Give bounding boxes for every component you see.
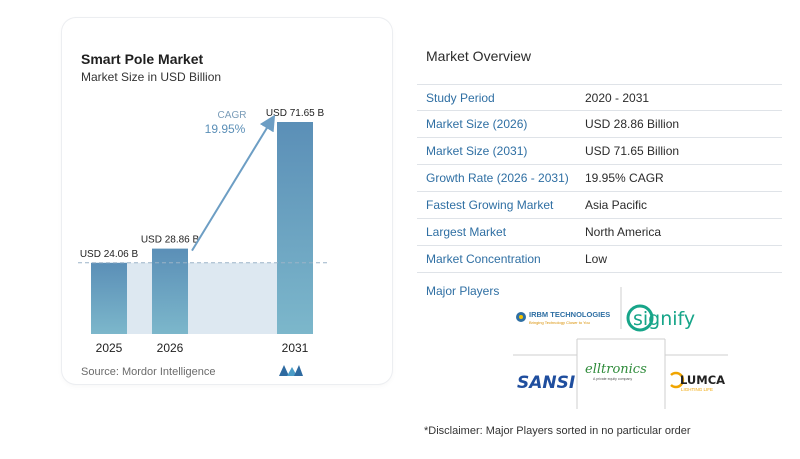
mordor-logo-icon — [279, 365, 303, 376]
overview-label: Market Size (2031) — [426, 144, 528, 158]
overview-row: Growth Rate (2026 - 2031) 19.95% CAGR — [417, 165, 782, 192]
overview-label: Market Size (2026) — [426, 117, 528, 131]
irbm-logo: IRBM TECHNOLOGIES Bringing Technology Cl… — [516, 310, 610, 325]
overview-value: USD 71.65 Billion — [585, 144, 680, 158]
overview-row: Largest Market North America — [417, 219, 782, 246]
overview-label: Largest Market — [426, 225, 507, 239]
overview-label: Fastest Growing Market — [426, 198, 554, 212]
overview-title: Market Overview — [426, 48, 532, 64]
data-label-2026: USD 28.86 B — [141, 235, 200, 246]
overview-label: Growth Rate (2026 - 2031) — [426, 171, 569, 185]
lumca-tagline: LIGHTING LIFE — [681, 387, 713, 392]
cagr-label: CAGR — [218, 110, 247, 121]
signify-logo: signify — [626, 304, 695, 332]
sansi-name: SANSI — [517, 373, 575, 393]
chart-subtitle: Market Size in USD Billion — [81, 70, 222, 84]
cagr-arrow — [191, 114, 276, 252]
data-label-2025: USD 24.06 B — [80, 249, 139, 260]
overview-label: Market Concentration — [426, 252, 541, 266]
lumca-name: LUMCA — [680, 373, 725, 387]
bar-2031 — [277, 122, 313, 334]
signify-name: signify — [633, 308, 695, 330]
elltronics-logo: elltronics A private equity company — [585, 362, 647, 381]
overview-row: Study Period 2020 - 2031 — [417, 84, 782, 111]
category-label-2031: 2031 — [282, 341, 309, 355]
overview-label: Study Period — [426, 90, 495, 105]
category-label-2025: 2025 — [96, 341, 123, 355]
category-label-2026: 2026 — [157, 341, 184, 355]
overview-value: Asia Pacific — [585, 198, 648, 212]
overview-row: Market Concentration Low — [417, 246, 782, 273]
chart-source: Source: Mordor Intelligence — [81, 366, 216, 378]
overview-row: Market Size (2026) USD 28.86 Billion — [417, 111, 782, 138]
major-players-title: Major Players — [426, 284, 500, 298]
irbm-tagline: Bringing Technology Closer to You — [529, 320, 590, 325]
major-players-logos: IRBM TECHNOLOGIES Bringing Technology Cl… — [513, 287, 728, 409]
overview-value: 19.95% CAGR — [585, 171, 664, 185]
growth-shade-area — [91, 262, 313, 334]
bar-2026 — [152, 248, 188, 334]
elltronics-name: elltronics — [585, 362, 647, 377]
chart-title: Smart Pole Market — [81, 51, 204, 67]
sansi-logo: SANSI — [517, 373, 575, 393]
irbm-name: IRBM TECHNOLOGIES — [529, 310, 610, 319]
overview-value: Low — [585, 252, 608, 266]
lumca-logo: LUMCA LIGHTING LIFE — [670, 371, 725, 392]
cagr-value: 19.95% — [205, 122, 246, 136]
overview-value: North America — [585, 225, 662, 239]
overview-value: 2020 - 2031 — [585, 90, 650, 105]
overview-row: Market Size (2031) USD 71.65 Billion — [417, 138, 782, 165]
overview-table: Study Period 2020 - 2031 Market Size (2026… — [417, 84, 782, 273]
disclaimer: *Disclaimer: Major Players sorted in no … — [424, 425, 691, 437]
data-label-2031: USD 71.65 B — [266, 108, 325, 119]
bar-2025 — [91, 262, 127, 334]
overview-row: Fastest Growing Market Asia Pacific — [417, 192, 782, 219]
elltronics-tagline: A private equity company — [593, 377, 632, 381]
overview-value: USD 28.86 Billion — [585, 117, 680, 131]
